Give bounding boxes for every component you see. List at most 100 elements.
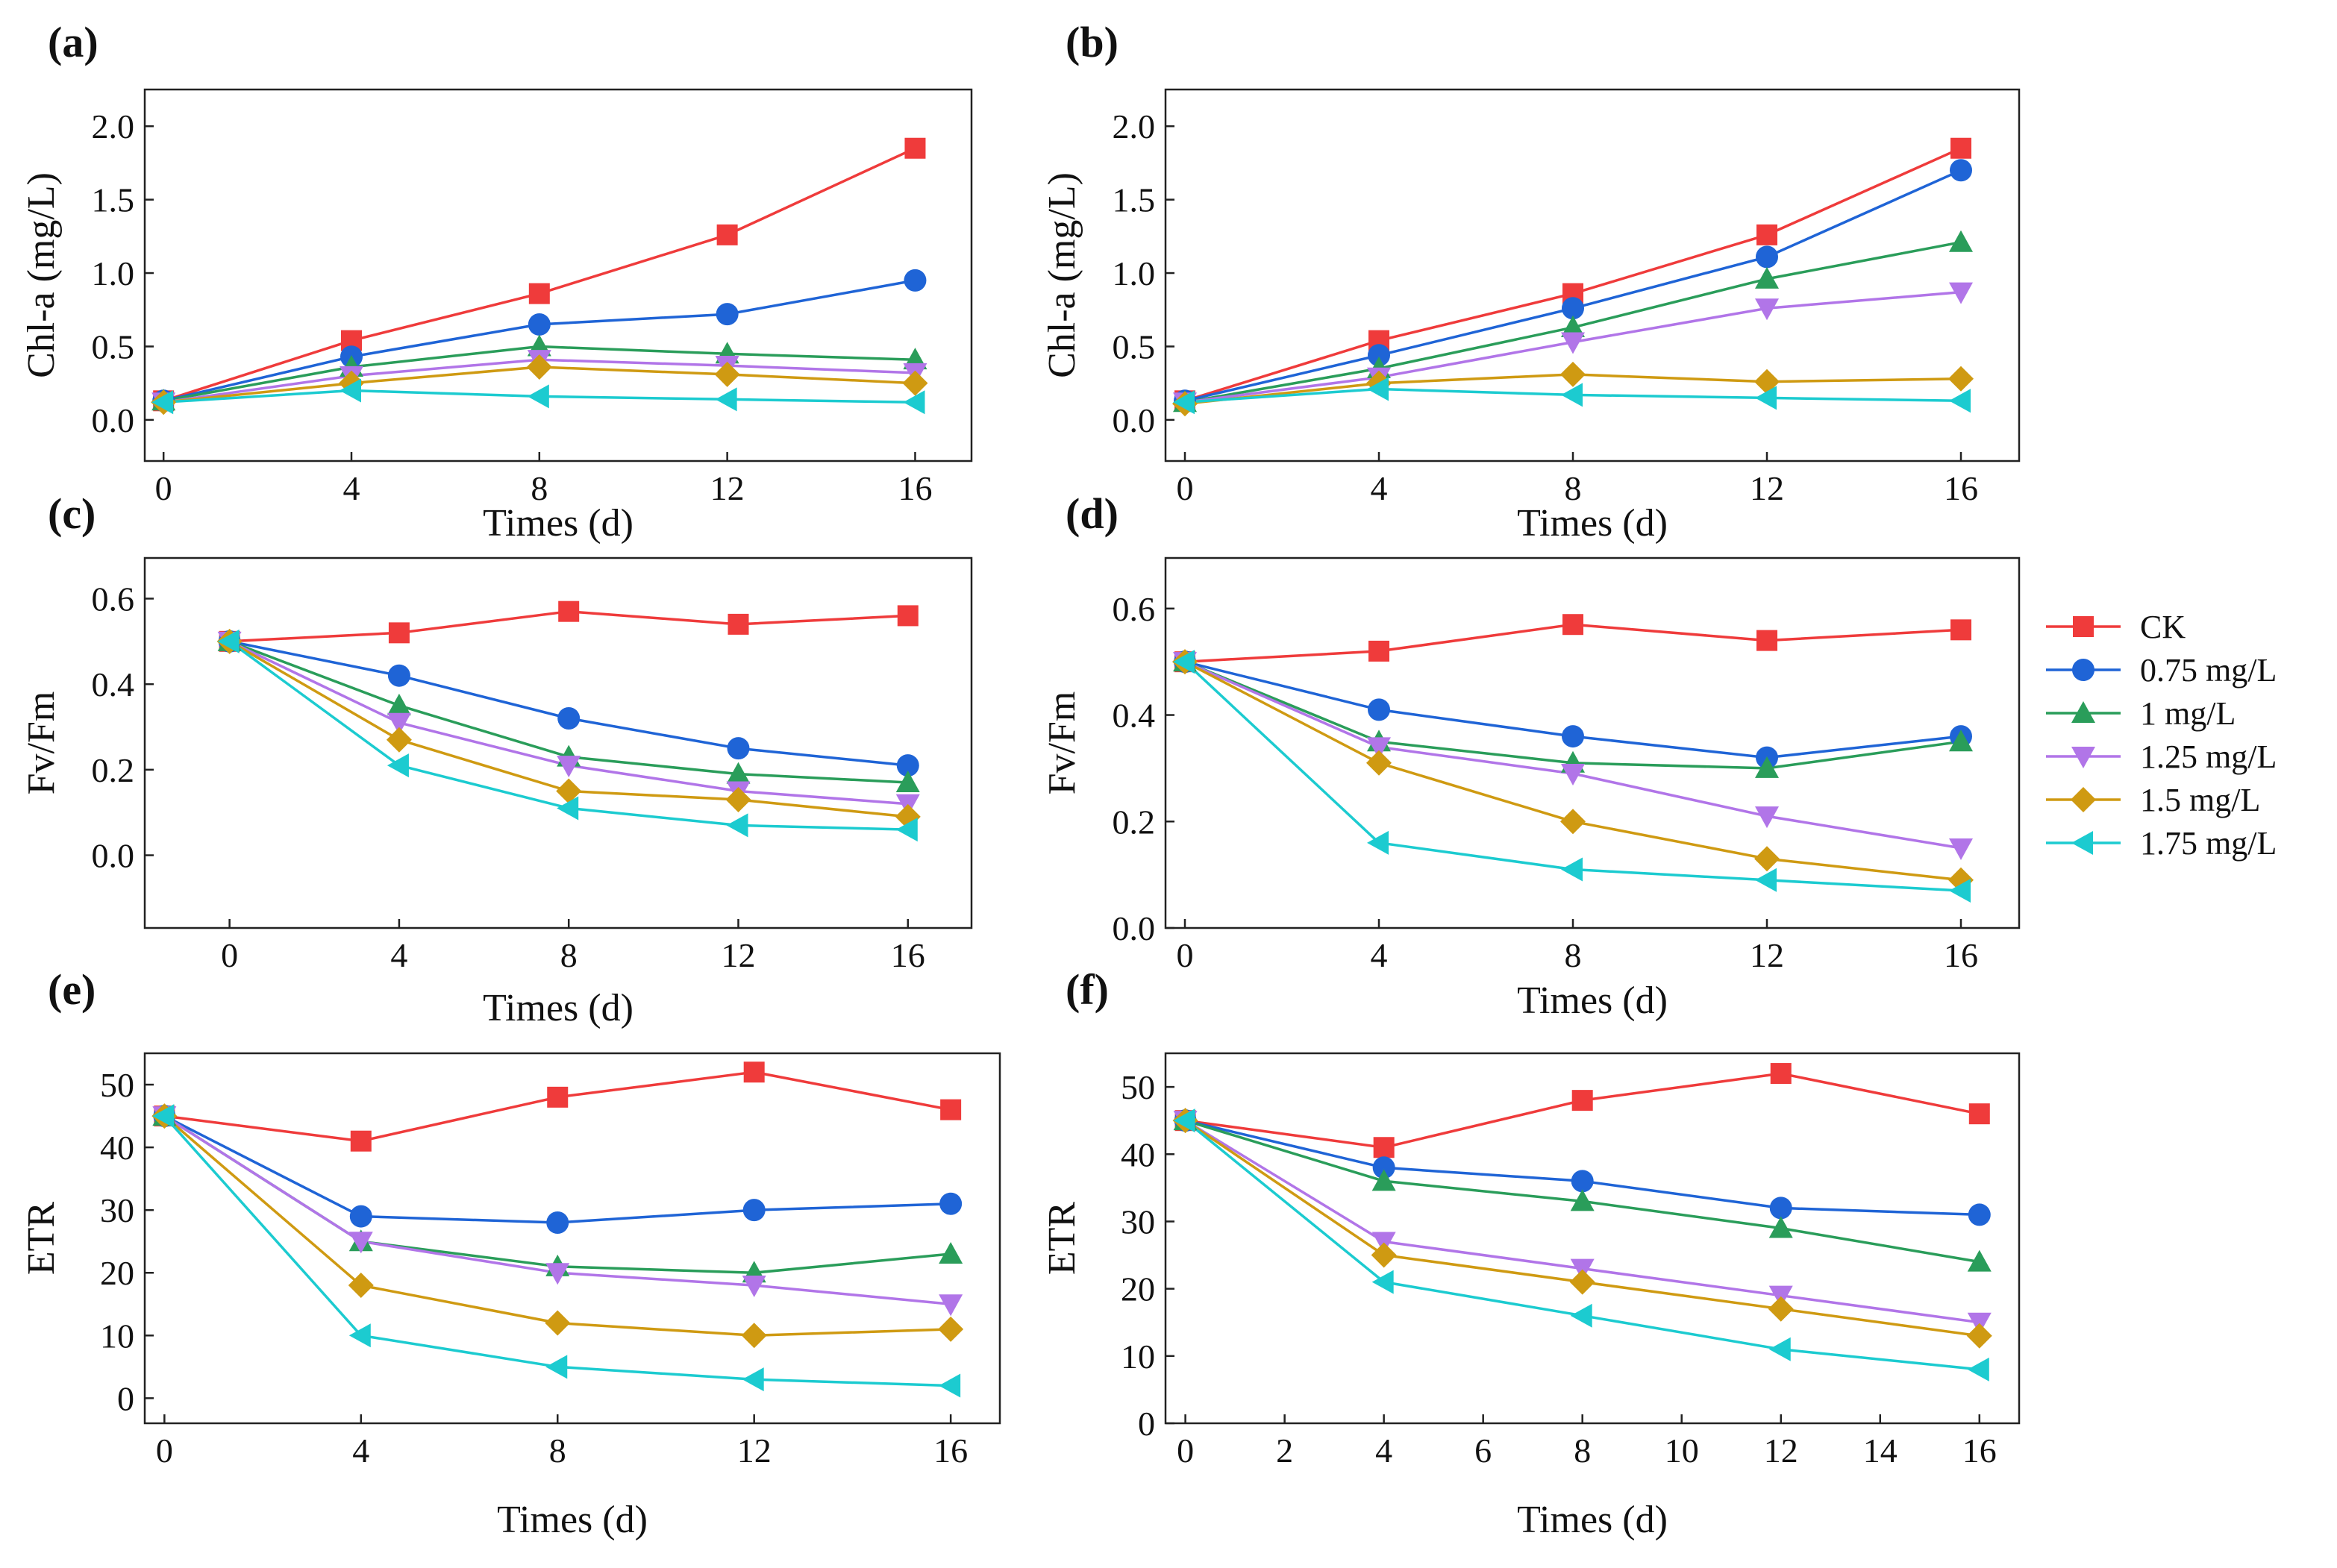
data-point — [545, 1263, 570, 1285]
data-point — [386, 727, 412, 753]
data-point — [1756, 630, 1777, 651]
x-tick-label: 16 — [1944, 469, 1978, 507]
x-tick-label: 0 — [155, 469, 172, 507]
data-point — [1371, 1169, 1396, 1191]
data-point — [1561, 857, 1583, 882]
data-point — [1367, 830, 1389, 855]
data-point — [387, 712, 411, 735]
data-point — [1569, 1269, 1595, 1295]
legend-entry-ck: CK — [2046, 609, 2186, 645]
data-point — [1770, 1063, 1792, 1085]
legend-entry-0-75-mg-l: 0.75 mg/L — [2046, 652, 2277, 689]
data-point — [1966, 1323, 1992, 1349]
data-point — [1173, 650, 1195, 674]
x-axis-label: Times (d) — [497, 1499, 648, 1541]
data-point — [1755, 298, 1779, 321]
data-point — [902, 370, 928, 396]
data-point — [742, 1276, 766, 1298]
legend-label: 0.75 mg/L — [2140, 652, 2277, 689]
data-point — [557, 796, 579, 821]
panels: 0 4 8 12 16 0.0 0.5 1.0 1.5 2.0 Times (d) Chl-a (mg… — [20, 18, 2021, 1541]
data-point — [1561, 383, 1583, 407]
y-axis-label: Fv/Fm — [1041, 692, 1083, 795]
markers-1-75-mg-l — [152, 1104, 961, 1398]
chart-c: 0 4 8 12 16 0.0 0.2 0.4 0.6 Times (d) Fv/Fm (c) — [20, 489, 973, 1029]
data-point — [556, 778, 582, 804]
markers-1-25-mg-l — [1173, 1111, 1992, 1335]
x-tick-label: 16 — [1944, 936, 1978, 974]
data-point — [1368, 698, 1390, 721]
data-point — [1367, 737, 1391, 759]
data-point — [1755, 756, 1779, 778]
data-point — [527, 384, 549, 409]
x-tick-label: 12 — [1764, 1431, 1798, 1470]
y-tick-label: 50 — [1121, 1068, 1155, 1106]
data-point — [1561, 332, 1585, 354]
x-tick-label: 2 — [1276, 1431, 1293, 1470]
y-axis-label: Chl-a (mg/L) — [20, 172, 63, 378]
panel-label: (a) — [48, 18, 98, 66]
data-point — [526, 354, 552, 380]
x-axis-label: Times (d) — [1517, 502, 1668, 545]
data-point — [1366, 750, 1392, 776]
x-tick-label: 8 — [560, 936, 578, 974]
data-point — [350, 1130, 372, 1152]
data-point — [1367, 377, 1389, 401]
y-tick-label: 20 — [1121, 1270, 1155, 1308]
data-point — [939, 1192, 963, 1215]
x-tick-label: 12 — [737, 1431, 772, 1470]
markers-1-75-mg-l — [217, 629, 918, 842]
plot-frame — [1164, 1052, 2021, 1425]
data-point — [1173, 1108, 1195, 1133]
data-point — [1561, 315, 1585, 337]
y-tick-label: 10 — [100, 1317, 134, 1355]
y-tick-label: 1.5 — [92, 181, 135, 219]
legend-label: 1.5 mg/L — [2140, 782, 2260, 818]
y-tick-label: 40 — [1121, 1135, 1155, 1173]
data-point — [1373, 1137, 1395, 1158]
data-point — [1949, 730, 1973, 752]
y-tick-label: 10 — [1121, 1337, 1155, 1376]
data-point — [939, 1373, 961, 1398]
plot-frame — [143, 556, 973, 929]
y-axis-label: Fv/Fm — [20, 692, 63, 795]
markers-1-75-mg-l — [1173, 650, 1971, 903]
x-tick-label: 12 — [710, 469, 745, 507]
x-tick-label: 4 — [390, 936, 407, 974]
data-point — [1949, 230, 1973, 252]
chart-d: 0 4 8 12 16 0.0 0.2 0.4 0.6 Times (d) Fv/Fm (d) — [1041, 489, 2021, 1022]
x-axis-label: Times (d) — [1517, 979, 1668, 1022]
data-point — [1768, 1216, 1793, 1238]
data-point — [1755, 868, 1777, 892]
data-point — [528, 313, 551, 336]
data-point — [557, 756, 581, 778]
data-point — [545, 1355, 568, 1379]
series-line — [163, 1114, 951, 1387]
data-point — [897, 605, 919, 627]
data-point — [726, 762, 751, 784]
plot-frame — [1164, 88, 2021, 462]
markers-1-75-mg-l — [1173, 1108, 1989, 1382]
x-tick-label: 8 — [1565, 936, 1582, 974]
x-tick-label: 6 — [1474, 1431, 1492, 1470]
y-tick-label: 0.5 — [1113, 327, 1156, 366]
markers-0-75-mg-l — [153, 1105, 963, 1234]
y-tick-label: 20 — [100, 1254, 134, 1292]
y-tick-label: 0.0 — [1113, 909, 1156, 947]
x-tick-label: 14 — [1863, 1431, 1898, 1470]
plot-frame — [143, 1052, 1001, 1425]
legend-label: 1.75 mg/L — [2140, 825, 2277, 862]
data-point — [1560, 361, 1586, 387]
y-tick-label: 40 — [100, 1129, 134, 1167]
x-tick-label: 8 — [531, 469, 548, 507]
x-tick-label: 4 — [1375, 1431, 1392, 1470]
data-point — [1968, 1203, 1991, 1226]
data-point — [348, 1323, 371, 1348]
markers-ck — [219, 600, 919, 652]
data-point — [939, 1242, 963, 1264]
markers-1-75-mg-l — [151, 378, 925, 415]
legend-marker — [2071, 701, 2095, 723]
x-tick-label: 0 — [1177, 469, 1194, 507]
x-tick-label: 10 — [1665, 1431, 1699, 1470]
data-point — [1967, 1357, 1989, 1382]
